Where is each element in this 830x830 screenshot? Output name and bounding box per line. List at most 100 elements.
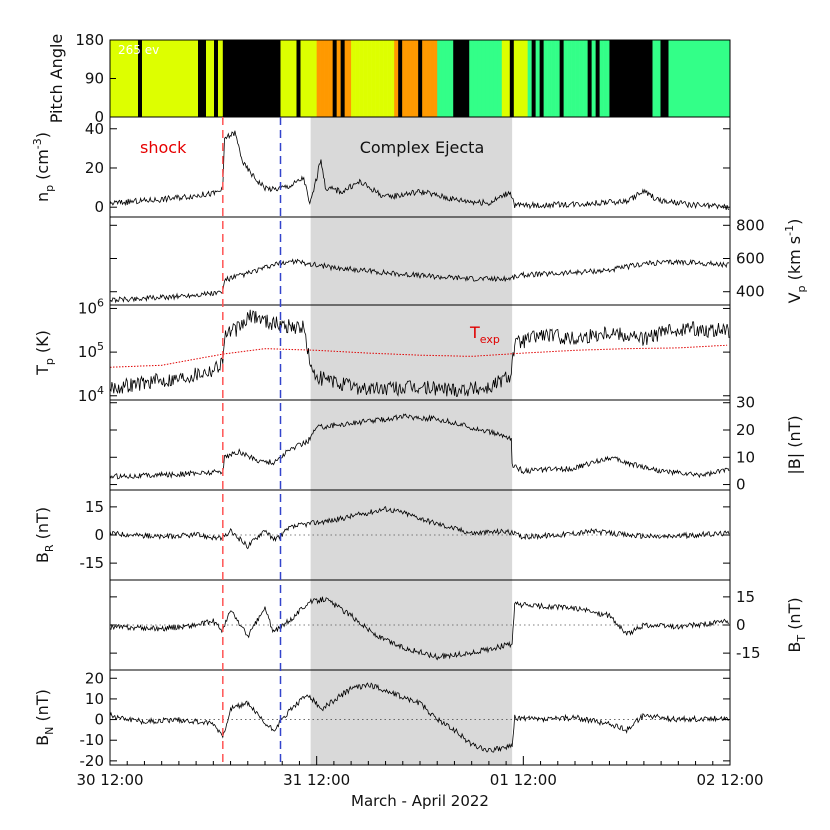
- pitch-cell: [246, 40, 252, 117]
- pitch-cell: [383, 40, 388, 117]
- pitch-cell: [430, 40, 435, 117]
- pitch-cell: [234, 40, 240, 117]
- pitch-cell: [728, 40, 731, 117]
- pitch-cell: [238, 40, 244, 117]
- pitch-cell: [154, 40, 159, 117]
- pitch-cell: [150, 40, 155, 117]
- pitch-cell: [363, 40, 368, 117]
- event-markers: [222, 117, 282, 765]
- pitch-cell: [351, 40, 356, 117]
- pitch-cell: [607, 40, 610, 117]
- pitch-cell: [551, 40, 556, 117]
- pitch-cell: [222, 40, 228, 117]
- ytick-label: -15: [736, 644, 761, 662]
- pitch-cell: [676, 40, 681, 117]
- panel-pitch_angle: 0 90 180 Pitch Angle 265 ev: [47, 31, 731, 126]
- pitch-cell: [531, 40, 536, 117]
- pitch-cell: [410, 40, 415, 117]
- pitch-cell: [206, 40, 211, 117]
- panel-bn: -20 -10 0 10 20 BN (nT): [33, 669, 731, 770]
- pitch-cell: [672, 40, 677, 117]
- pitch-cell: [355, 40, 360, 117]
- pitch-cell: [684, 40, 689, 117]
- ylabel-np: np (cm-3): [31, 132, 56, 202]
- pitch-cell: [138, 40, 143, 117]
- pitch-cell: [633, 40, 638, 117]
- ytick-label: -20: [80, 752, 105, 770]
- pitch-cell: [118, 40, 123, 117]
- pitch-cell: [720, 40, 725, 117]
- pitch-cell: [158, 40, 163, 117]
- pitch-cell: [716, 40, 721, 117]
- pitch-cell: [629, 40, 634, 117]
- ytick-label: 20: [85, 669, 104, 687]
- pitch-cell: [178, 40, 183, 117]
- pitch-cell: [254, 40, 260, 117]
- pitch-cell: [617, 40, 622, 117]
- pitch-cell: [402, 40, 407, 117]
- panel-bt: -15 0 15 BT (nT): [109, 579, 808, 671]
- ytick-label: 0: [94, 526, 104, 544]
- ytick-label: 10: [85, 690, 104, 708]
- ytick-label: 600: [736, 250, 765, 268]
- pitch-cell: [134, 40, 139, 117]
- ytick-label: 400: [736, 283, 765, 301]
- trace-bn: [109, 682, 730, 753]
- pitch-cell: [583, 40, 588, 117]
- ytick-label: 20: [85, 159, 104, 177]
- ytick-label: 105: [78, 340, 104, 361]
- pitch-cell: [649, 40, 653, 117]
- pitch-cell: [489, 40, 494, 117]
- pitch-cell: [664, 40, 669, 117]
- pitch-cell: [344, 40, 349, 117]
- ytick-label: 90: [85, 70, 104, 88]
- ejecta-label: Complex Ejecta: [360, 138, 485, 157]
- pitch-cell: [668, 40, 673, 117]
- xtick-label: 31 12:00: [283, 771, 350, 789]
- pitch-cell: [571, 40, 576, 117]
- xtick-label: 02 12:00: [696, 771, 763, 789]
- pitch-cell: [336, 40, 341, 117]
- ytick-label: 20: [736, 421, 755, 439]
- pitch-cell: [387, 40, 392, 117]
- pitch-cell: [371, 40, 376, 117]
- pitch-cell: [320, 40, 325, 117]
- pitch-cell: [575, 40, 580, 117]
- pitch-cell: [692, 40, 697, 117]
- pitch-cell: [146, 40, 151, 117]
- pitch-cell: [300, 40, 305, 117]
- pitch-cell: [284, 40, 289, 117]
- pitch-cell: [645, 40, 650, 117]
- pitch-cell: [375, 40, 380, 117]
- pitch-cell: [461, 40, 466, 117]
- pitch-cell: [266, 40, 272, 117]
- pitch-cell: [637, 40, 642, 117]
- xtick-label: 01 12:00: [490, 771, 557, 789]
- pitch-cell: [422, 40, 427, 117]
- pitch-cell: [621, 40, 626, 117]
- pitch-cell: [218, 40, 223, 117]
- pitch-cell: [414, 40, 419, 117]
- texp-curve: [109, 344, 728, 368]
- ylabel-bt: BT (nT): [785, 597, 808, 652]
- trace-tp: [109, 309, 730, 397]
- trace-bt: [109, 596, 730, 661]
- pitch-cell: [473, 40, 478, 117]
- pitch-cell: [292, 40, 297, 117]
- ytick-label: 0: [736, 476, 746, 494]
- pitch-cell: [437, 40, 442, 117]
- pitch-cell: [126, 40, 131, 117]
- pitch-cell: [603, 40, 608, 117]
- ytick-label: 0: [94, 711, 104, 729]
- pitch-cell: [457, 40, 462, 117]
- pitch-cell: [170, 40, 175, 117]
- pitch-cell: [513, 40, 519, 117]
- panels: 0 90 180 Pitch Angle 265 ev 0 20 40 np (cm-3) 400…: [31, 31, 808, 770]
- pitch-cell: [162, 40, 167, 117]
- pitch-cell: [660, 40, 665, 117]
- ytick-label: 800: [736, 216, 765, 234]
- trace-bmag: [109, 413, 730, 480]
- pitch-cell: [308, 40, 313, 117]
- ytick-label: 180: [75, 31, 104, 49]
